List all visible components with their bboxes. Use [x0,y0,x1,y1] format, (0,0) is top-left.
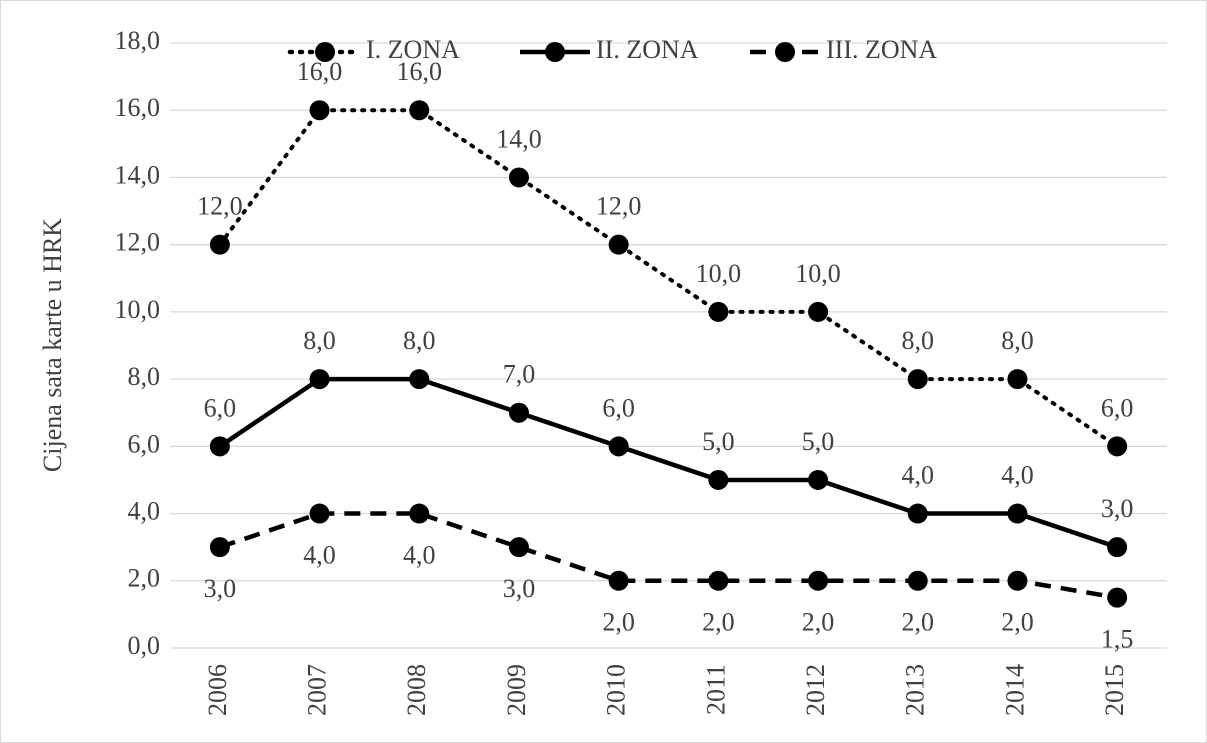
data-label: 5,0 [702,427,735,456]
data-label: 4,0 [902,461,935,490]
data-point [409,100,430,121]
data-label: 2,0 [902,608,935,637]
data-point [409,503,430,524]
series-line [219,511,1118,600]
x-tick-label: 2007 [303,664,332,716]
data-label: 1,5 [1101,625,1134,654]
data-label: 10,0 [795,259,841,288]
data-point [309,100,330,121]
x-tick-label: 2014 [1000,664,1029,716]
data-label: 2,0 [702,608,735,637]
data-label: 16,0 [297,57,343,86]
y-tick-label: 8,0 [128,362,161,391]
data-label: 12,0 [197,192,243,221]
data-point [907,369,928,390]
data-label: 2,0 [802,608,835,637]
y-tick-label: 18,0 [115,26,161,55]
y-tick-label: 10,0 [115,295,161,324]
data-point [708,570,729,591]
x-tick-label: 2013 [901,664,930,716]
data-point [508,167,529,188]
data-point [907,503,928,524]
data-point [608,234,629,255]
x-tick-label: 2010 [602,664,631,716]
data-label: 7,0 [503,360,536,389]
data-point [1107,587,1128,608]
data-point [808,570,829,591]
data-label: 3,0 [503,574,536,603]
data-point [808,301,829,322]
data-label: 3,0 [204,574,237,603]
x-tick-label: 2012 [801,664,830,716]
legend-label: II. ZONA [596,35,699,64]
data-point [608,570,629,591]
data-point [209,537,230,558]
data-point [808,469,829,490]
data-label: 4,0 [1001,461,1034,490]
y-tick-label: 2,0 [128,564,161,593]
data-label: 8,0 [403,326,436,355]
data-point [508,537,529,558]
y-tick-label: 12,0 [115,228,161,257]
data-label: 4,0 [403,541,436,570]
data-label: 12,0 [596,192,642,221]
data-point [209,436,230,457]
data-point [907,570,928,591]
data-label: 8,0 [902,326,935,355]
data-label: 6,0 [602,393,635,422]
legend-marker [775,42,795,62]
data-point [1107,537,1128,558]
data-label: 8,0 [1001,326,1034,355]
legend-label: I. ZONA [366,35,460,64]
y-tick-label: 16,0 [115,93,161,122]
data-point [608,436,629,457]
data-label: 14,0 [496,124,542,153]
data-point [1007,369,1028,390]
data-label: 2,0 [602,608,635,637]
data-point [309,503,330,524]
data-label: 6,0 [204,393,237,422]
x-tick-label: 2006 [203,664,232,716]
legend-label: III. ZONA [826,35,937,64]
x-tick-label: 2011 [701,664,730,715]
data-point [209,234,230,255]
series-line [218,376,1118,550]
data-point [1107,436,1128,457]
data-label: 3,0 [1101,494,1134,523]
data-label: 2,0 [1001,608,1034,637]
x-tick-label: 2015 [1100,664,1129,716]
x-tick-label: 2009 [502,664,531,716]
y-tick-label: 4,0 [128,497,161,526]
x-tick-label: 2008 [402,664,431,716]
data-point [1007,503,1028,524]
legend-marker [315,42,335,62]
y-tick-label: 6,0 [128,429,161,458]
data-label: 10,0 [696,259,742,288]
data-label: 8,0 [303,326,336,355]
data-point [1007,570,1028,591]
data-label: 16,0 [397,57,443,86]
data-label: 4,0 [303,541,336,570]
data-point [409,369,430,390]
data-point [309,369,330,390]
y-axis-label: Cijena sata karte u HRK [38,218,67,472]
data-label: 5,0 [802,427,835,456]
legend-marker [545,42,565,62]
data-point [708,469,729,490]
data-point [508,402,529,423]
data-point [708,301,729,322]
y-tick-label: 14,0 [115,160,161,189]
y-tick-label: 0,0 [128,631,161,660]
data-label: 6,0 [1101,393,1134,422]
